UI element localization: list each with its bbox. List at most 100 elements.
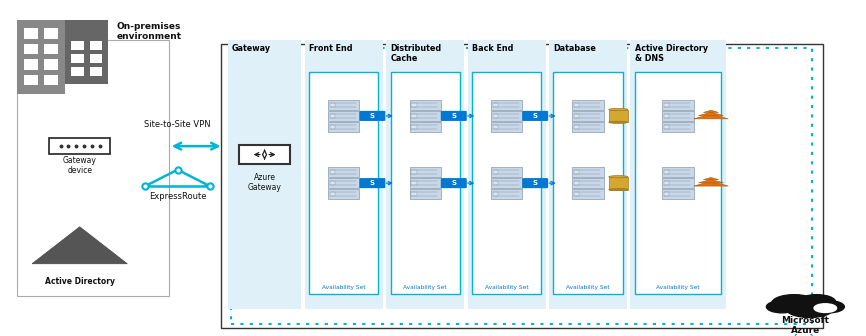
FancyBboxPatch shape — [328, 111, 359, 121]
Text: Microsoft
Azure: Microsoft Azure — [781, 316, 830, 335]
Circle shape — [766, 301, 798, 313]
FancyBboxPatch shape — [328, 167, 359, 177]
FancyBboxPatch shape — [664, 103, 669, 107]
FancyBboxPatch shape — [493, 103, 498, 107]
FancyBboxPatch shape — [221, 44, 823, 328]
FancyBboxPatch shape — [664, 181, 669, 185]
FancyBboxPatch shape — [553, 72, 623, 294]
FancyBboxPatch shape — [228, 40, 301, 309]
FancyBboxPatch shape — [410, 189, 441, 199]
FancyBboxPatch shape — [411, 193, 417, 196]
FancyBboxPatch shape — [493, 170, 498, 174]
FancyBboxPatch shape — [90, 41, 102, 49]
FancyBboxPatch shape — [664, 193, 669, 196]
FancyBboxPatch shape — [411, 170, 417, 174]
FancyBboxPatch shape — [491, 167, 522, 177]
FancyBboxPatch shape — [71, 68, 83, 76]
FancyBboxPatch shape — [24, 44, 38, 54]
Text: On-premises
environment: On-premises environment — [117, 22, 182, 41]
FancyBboxPatch shape — [662, 122, 694, 132]
FancyBboxPatch shape — [309, 72, 378, 294]
FancyBboxPatch shape — [522, 111, 548, 121]
FancyBboxPatch shape — [662, 178, 694, 188]
Circle shape — [813, 301, 844, 313]
Text: S: S — [451, 180, 456, 186]
Text: S: S — [370, 113, 375, 119]
FancyBboxPatch shape — [491, 122, 522, 132]
Text: Availability Set: Availability Set — [322, 285, 365, 290]
Text: Availability Set: Availability Set — [656, 285, 700, 290]
FancyBboxPatch shape — [635, 72, 721, 294]
FancyBboxPatch shape — [71, 54, 83, 63]
Polygon shape — [694, 114, 728, 119]
Text: Database: Database — [553, 44, 597, 53]
FancyBboxPatch shape — [574, 170, 579, 174]
FancyBboxPatch shape — [410, 100, 441, 110]
FancyBboxPatch shape — [662, 100, 694, 110]
Ellipse shape — [609, 188, 628, 191]
FancyBboxPatch shape — [328, 189, 359, 199]
FancyBboxPatch shape — [330, 125, 335, 129]
Circle shape — [785, 299, 834, 318]
Polygon shape — [703, 177, 719, 180]
FancyBboxPatch shape — [410, 122, 441, 132]
Text: Gateway: Gateway — [232, 44, 271, 53]
FancyBboxPatch shape — [410, 167, 441, 177]
Polygon shape — [694, 181, 728, 186]
FancyBboxPatch shape — [609, 110, 628, 122]
FancyBboxPatch shape — [664, 114, 669, 118]
Ellipse shape — [609, 109, 628, 111]
Bar — [231, 48, 812, 324]
Text: {«»}: {«»} — [792, 333, 816, 336]
Polygon shape — [699, 179, 723, 183]
FancyBboxPatch shape — [44, 28, 58, 39]
FancyBboxPatch shape — [90, 68, 102, 76]
Text: Gateway
device: Gateway device — [62, 156, 97, 175]
FancyBboxPatch shape — [330, 103, 335, 107]
Text: S: S — [533, 113, 538, 119]
FancyBboxPatch shape — [491, 100, 522, 110]
FancyBboxPatch shape — [330, 181, 335, 185]
Text: Availability Set: Availability Set — [485, 285, 528, 290]
Text: Active Directory
& DNS: Active Directory & DNS — [635, 44, 708, 63]
FancyBboxPatch shape — [71, 41, 83, 49]
FancyBboxPatch shape — [44, 59, 58, 70]
FancyBboxPatch shape — [17, 40, 169, 296]
FancyBboxPatch shape — [441, 111, 467, 121]
FancyBboxPatch shape — [662, 167, 694, 177]
FancyBboxPatch shape — [662, 189, 694, 199]
Polygon shape — [703, 110, 719, 113]
FancyBboxPatch shape — [328, 178, 359, 188]
FancyBboxPatch shape — [574, 181, 579, 185]
Circle shape — [798, 295, 836, 309]
FancyBboxPatch shape — [549, 40, 627, 309]
FancyBboxPatch shape — [491, 111, 522, 121]
FancyBboxPatch shape — [305, 40, 383, 309]
FancyBboxPatch shape — [574, 193, 579, 196]
FancyBboxPatch shape — [493, 181, 498, 185]
FancyBboxPatch shape — [491, 178, 522, 188]
FancyBboxPatch shape — [24, 75, 38, 85]
FancyBboxPatch shape — [468, 40, 546, 309]
FancyBboxPatch shape — [328, 100, 359, 110]
FancyBboxPatch shape — [572, 122, 604, 132]
FancyBboxPatch shape — [630, 40, 726, 309]
FancyBboxPatch shape — [411, 114, 417, 118]
Circle shape — [814, 304, 837, 312]
FancyBboxPatch shape — [359, 178, 385, 188]
Circle shape — [772, 295, 817, 312]
FancyBboxPatch shape — [411, 103, 417, 107]
Text: Availability Set: Availability Set — [404, 285, 447, 290]
FancyBboxPatch shape — [572, 178, 604, 188]
Text: ExpressRoute: ExpressRoute — [149, 192, 206, 201]
Text: Site-to-Site VPN: Site-to-Site VPN — [145, 120, 210, 129]
FancyBboxPatch shape — [49, 138, 110, 154]
FancyBboxPatch shape — [44, 44, 58, 54]
FancyBboxPatch shape — [386, 40, 464, 309]
FancyBboxPatch shape — [90, 54, 102, 63]
FancyBboxPatch shape — [609, 177, 628, 190]
FancyBboxPatch shape — [522, 178, 548, 188]
FancyBboxPatch shape — [572, 167, 604, 177]
Polygon shape — [699, 112, 723, 116]
FancyBboxPatch shape — [411, 125, 417, 129]
